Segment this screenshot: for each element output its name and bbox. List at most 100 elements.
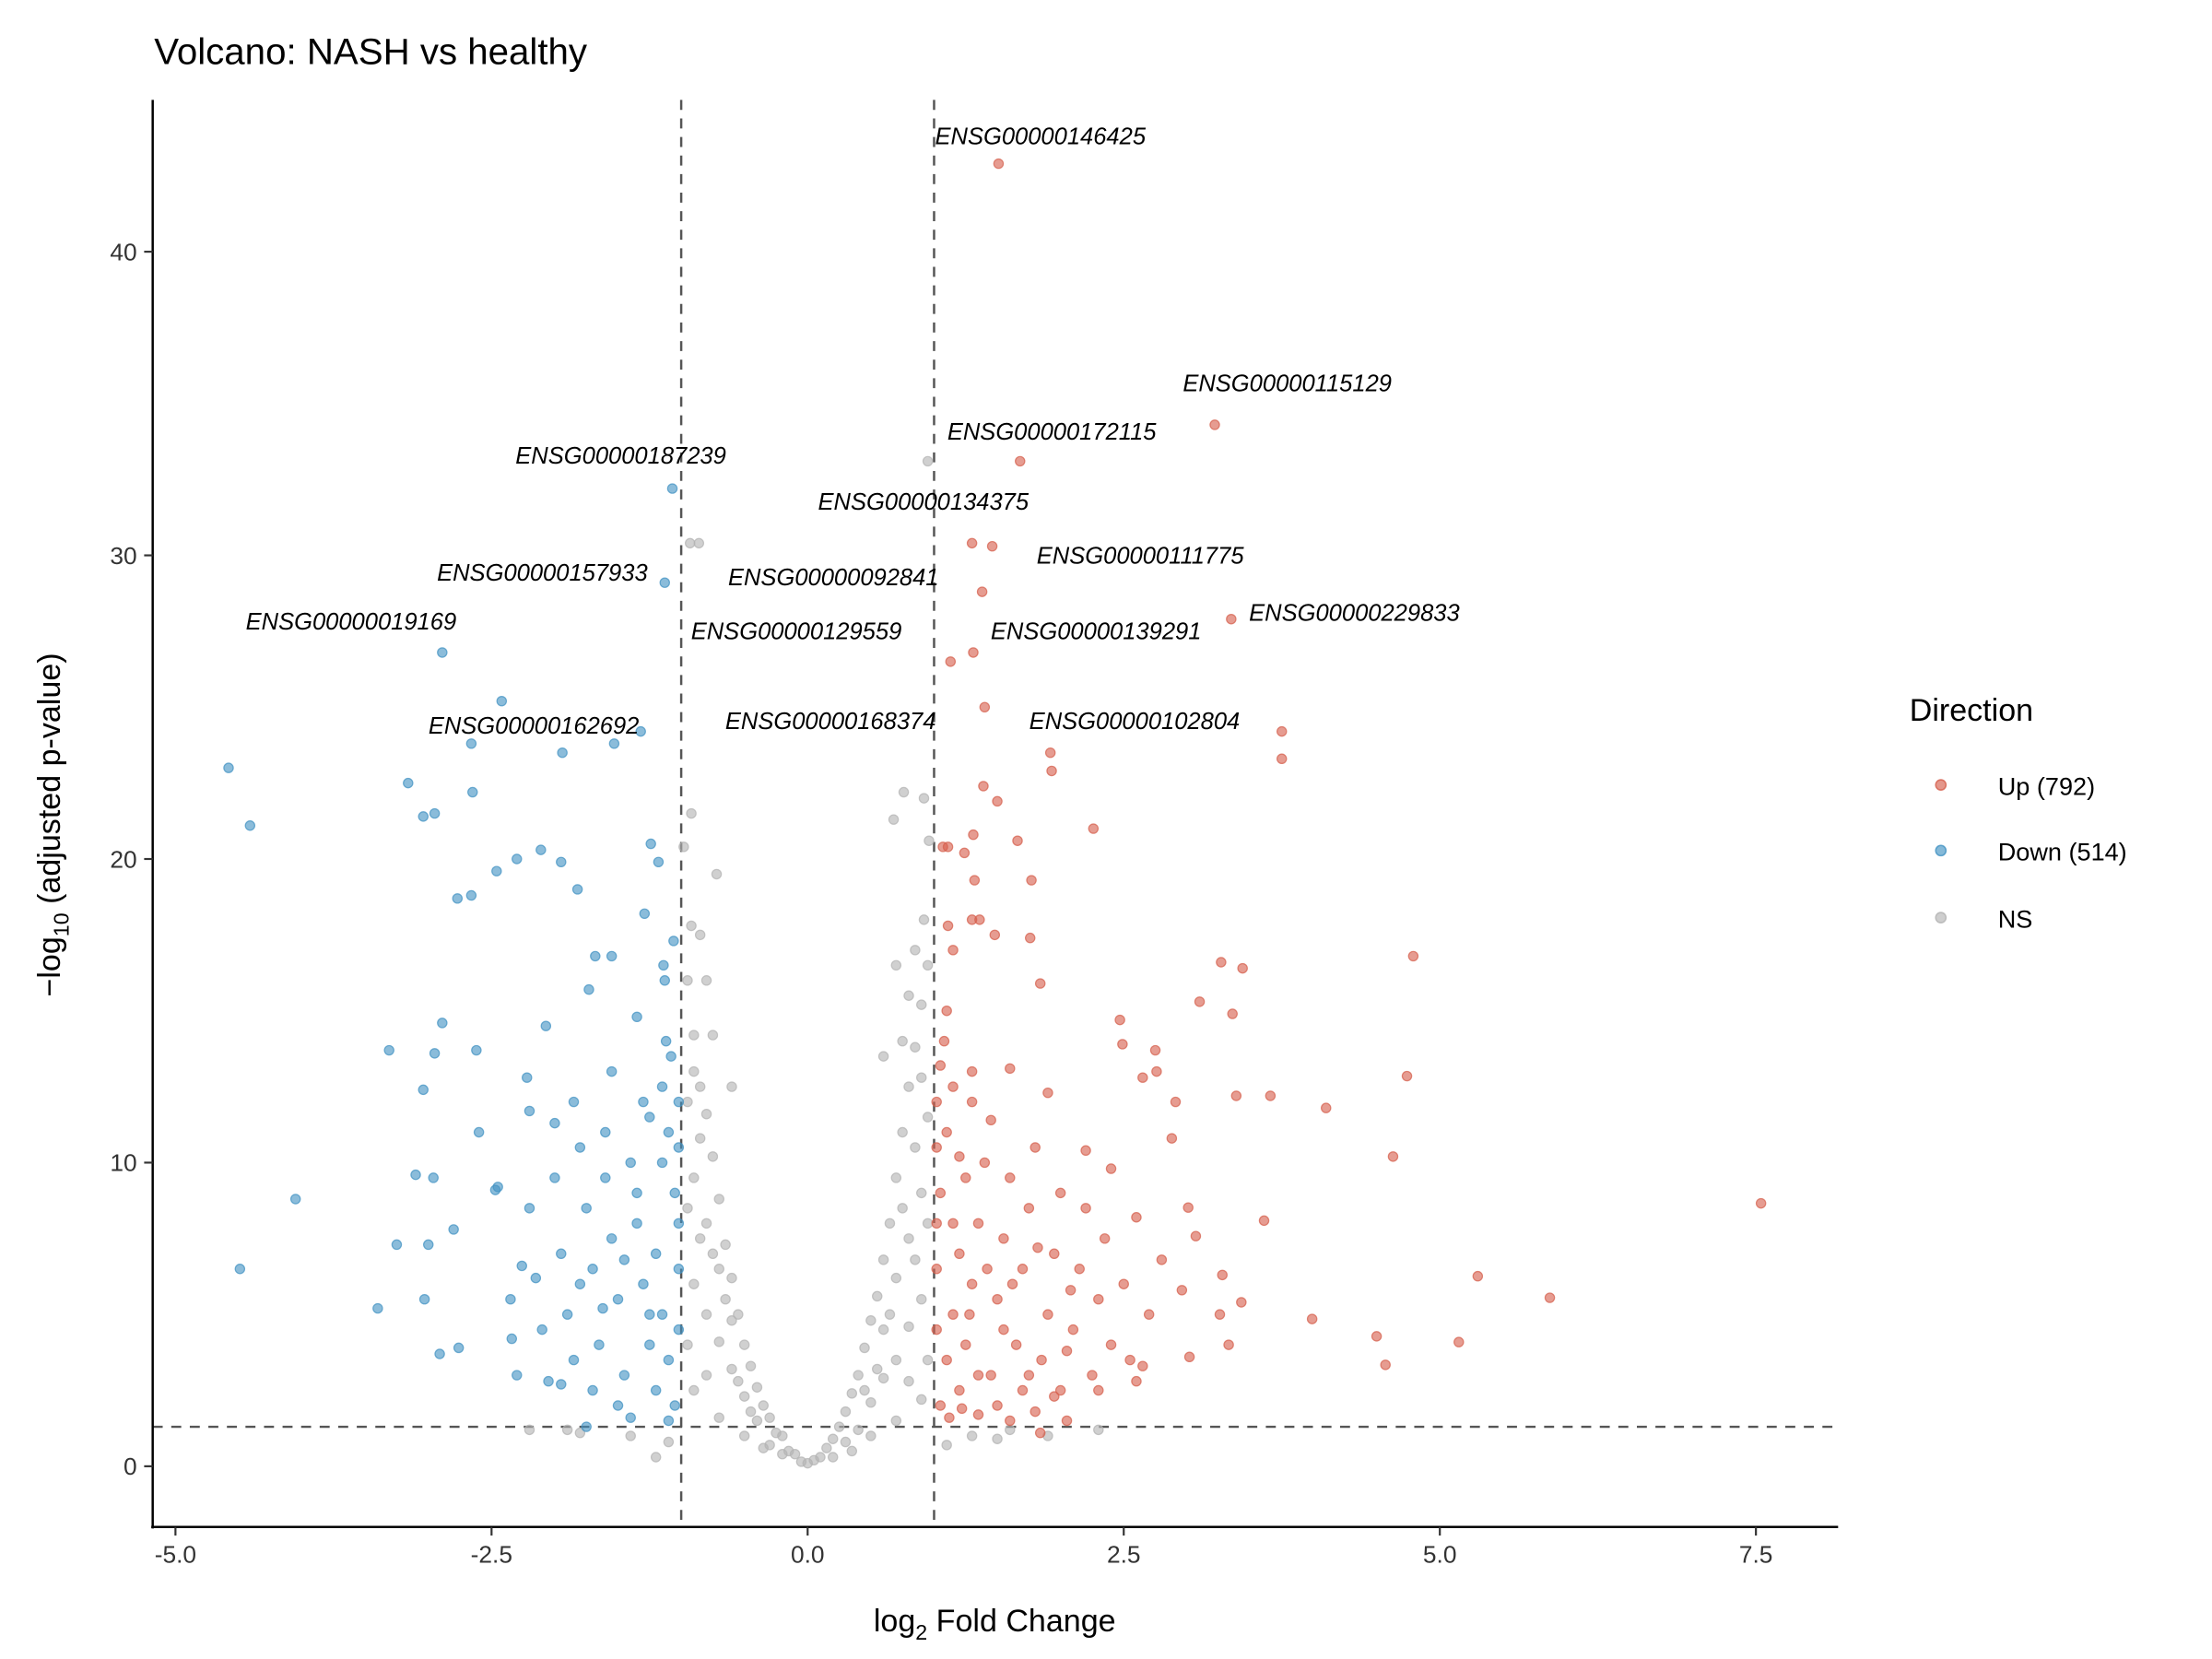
x-tick-label: 7.5 — [1739, 1540, 1773, 1568]
point-up — [1010, 1339, 1022, 1350]
y-tick-label: 20 — [110, 845, 136, 873]
point-ns — [888, 814, 900, 825]
point-down — [631, 1011, 642, 1023]
point-ns — [859, 1384, 870, 1396]
point-up — [1105, 1339, 1117, 1350]
point-down — [418, 1293, 430, 1305]
point-up — [941, 1126, 952, 1138]
point-down — [557, 747, 568, 759]
point-up — [1453, 1336, 1465, 1347]
point-up — [1054, 1187, 1066, 1199]
point-ns — [916, 1394, 927, 1406]
point-ns — [916, 1293, 927, 1305]
point-ns — [890, 1272, 902, 1284]
point-ns — [713, 1264, 724, 1275]
point-up — [1023, 1370, 1035, 1381]
point-ns — [821, 1442, 832, 1453]
legend: Direction Up (792) Down (514) NS — [1910, 693, 2127, 934]
point-up — [972, 1409, 984, 1420]
point-down — [606, 950, 618, 962]
point-up — [992, 795, 1003, 807]
x-axis-ticks: -5.0 -2.5 0.0 2.5 5.0 7.5 — [155, 1526, 1773, 1568]
point-up — [1137, 1072, 1148, 1083]
point-up — [1065, 1285, 1077, 1296]
point-ns — [890, 959, 902, 971]
point-down — [434, 1348, 445, 1359]
point-up — [1005, 1415, 1016, 1427]
point-down — [453, 1342, 465, 1354]
point-ns — [713, 1412, 724, 1423]
point-ns — [853, 1424, 864, 1436]
point-down — [391, 1239, 403, 1251]
point-up — [960, 1172, 971, 1183]
point-labeled-gene — [945, 656, 957, 667]
point-up — [979, 1157, 991, 1169]
point-down — [653, 856, 665, 868]
point-ns — [733, 1375, 744, 1387]
x-tick-label: -2.5 — [471, 1540, 512, 1568]
gene-label: ENSG00000187239 — [515, 443, 726, 469]
point-up — [1005, 1172, 1016, 1183]
point-down — [673, 1142, 685, 1153]
point-up — [1544, 1292, 1556, 1303]
point-up — [1034, 978, 1046, 989]
point-up — [935, 1060, 947, 1071]
point-up — [1049, 1391, 1060, 1402]
legend-item-up: Up (792) — [1935, 771, 2095, 800]
point-up — [1080, 1145, 1091, 1156]
point-up — [947, 1081, 959, 1092]
point-ns — [684, 537, 696, 549]
point-ns — [916, 1187, 927, 1199]
point-ns — [694, 1233, 706, 1244]
point-ns — [700, 1109, 712, 1120]
point-down — [505, 1293, 516, 1305]
point-up — [1258, 1215, 1270, 1227]
point-up — [1407, 950, 1419, 962]
gene-label: ENSG00000168374 — [725, 709, 936, 735]
point-ns — [707, 1151, 719, 1162]
point-labeled-gene — [659, 577, 670, 588]
legend-label-down: Down (514) — [1998, 838, 2127, 866]
point-down — [656, 1081, 668, 1092]
legend-marker-up — [1935, 779, 1947, 791]
point-up — [1024, 932, 1036, 944]
point-down — [234, 1264, 246, 1275]
point-ns — [694, 929, 706, 941]
point-down — [600, 1172, 611, 1183]
point-ns — [707, 1030, 719, 1041]
point-down — [656, 1309, 668, 1320]
point-ns — [688, 1030, 700, 1041]
point-up — [1143, 1309, 1155, 1320]
point-down — [650, 1384, 662, 1396]
point-ns — [884, 1309, 896, 1320]
point-down — [512, 853, 523, 865]
point-labeled-gene — [976, 586, 988, 597]
point-up — [1472, 1270, 1484, 1282]
point-ns — [726, 1315, 737, 1326]
point-up — [1105, 1163, 1117, 1174]
point-ns — [694, 1133, 706, 1144]
point-ns — [688, 1384, 700, 1396]
point-up — [1099, 1233, 1111, 1244]
point-ns — [688, 1278, 700, 1289]
point-ns — [700, 1218, 712, 1230]
point-down — [644, 1339, 655, 1350]
point-down — [668, 935, 679, 947]
point-ns — [890, 1172, 902, 1183]
point-down — [536, 1324, 547, 1335]
point-ns — [700, 1309, 712, 1320]
point-down — [568, 1096, 580, 1108]
y-axis-title: −log10 (adjusted p-value) — [32, 653, 73, 996]
gene-label: ENSG00000139291 — [991, 619, 1202, 645]
point-down — [606, 1065, 618, 1077]
point-up — [966, 1278, 978, 1289]
point-down — [618, 1370, 630, 1381]
point-ns — [872, 1363, 883, 1375]
point-down — [673, 1324, 685, 1335]
point-ns — [711, 868, 723, 880]
point-ns — [713, 1336, 724, 1347]
point-down — [418, 811, 429, 822]
point-ns — [827, 1452, 839, 1463]
point-labeled-gene — [979, 701, 991, 713]
point-up — [1042, 1087, 1053, 1099]
